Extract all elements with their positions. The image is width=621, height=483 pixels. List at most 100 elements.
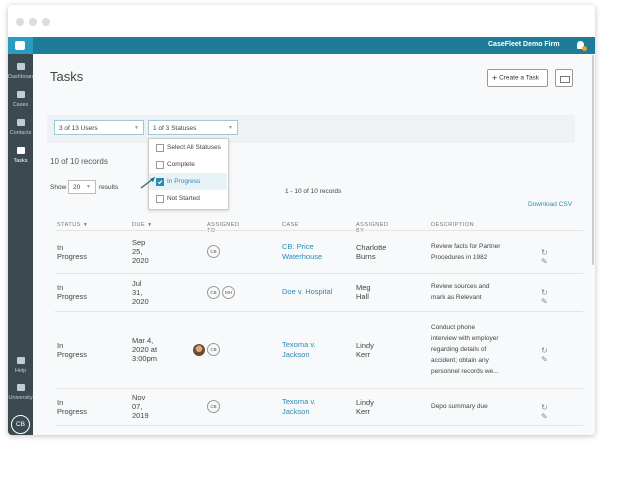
sort-caret[interactable]: ▼ [147, 222, 153, 228]
task-status: In Progress [57, 340, 88, 359]
create-task-label: Create a Task [499, 74, 540, 82]
print-icon [560, 76, 570, 83]
pointer-arrow [140, 177, 155, 189]
task-assigned-by: Lindy Kerr [356, 397, 374, 416]
firm-name[interactable]: CaseFleet Demo Firm [488, 41, 560, 48]
column-header: ASSIGNED BY [356, 222, 388, 234]
page-size: 20 [73, 184, 81, 191]
app-window: CaseFleet Demo Firm Dashboard Cases Contac… [8, 5, 595, 435]
repeat-icon[interactable]: ↻ [541, 247, 548, 257]
window-dot [42, 18, 50, 26]
assignees: CB [207, 400, 222, 413]
sidebar-label[interactable]: Help [14, 368, 27, 374]
edit-icon[interactable]: ✎ [541, 354, 548, 364]
scrollbar [592, 55, 594, 265]
statuses-filter[interactable]: 1 of 3 Statuses ▼ [148, 120, 238, 135]
sidebar-icon[interactable] [17, 357, 25, 364]
repeat-icon[interactable]: ↻ [541, 288, 548, 297]
status-option[interactable]: In Progress [149, 173, 227, 190]
row-actions[interactable]: ↻ ✎ [541, 248, 548, 266]
sidebar-label[interactable]: Dashboard [8, 74, 35, 80]
logo-mark [15, 41, 25, 50]
sidebar-label[interactable]: University [8, 395, 33, 401]
status-option[interactable]: Select All Statuses [149, 139, 227, 156]
edit-icon[interactable]: ✎ [541, 256, 548, 266]
task-due: Sep 25, 2020 [132, 238, 149, 265]
assignee-badge[interactable]: CB [207, 245, 220, 258]
assignee-badge[interactable]: CB [207, 400, 220, 413]
column-header-label: ASSIGNED TO [207, 222, 240, 234]
status-option-label: Complete [167, 161, 195, 168]
task-description: Depo summary due [431, 403, 488, 410]
edit-icon[interactable]: ✎ [541, 297, 548, 306]
sidebar: Dashboard Cases Contacts Tasks Help Universit… [8, 37, 35, 435]
row-divider [55, 388, 583, 389]
task-status: In Progress [57, 283, 88, 301]
checkbox[interactable] [156, 195, 164, 203]
sidebar-label[interactable]: Tasks [13, 158, 28, 164]
statuses-filter-label: 1 of 3 Statuses [153, 125, 197, 132]
assignee-badge[interactable]: CB [207, 343, 220, 356]
task-case[interactable]: Texoma v. Jackson [282, 339, 316, 359]
row-divider [55, 273, 583, 274]
status-option-label: Not Started [167, 195, 200, 202]
download-csv[interactable]: Download CSV [528, 201, 573, 208]
bell-icon[interactable] [577, 41, 584, 49]
sort-caret[interactable]: ▼ [82, 222, 89, 228]
task-case[interactable]: Doe v. Hospital [282, 287, 333, 296]
column-header-label: ASSIGNED BY [356, 222, 389, 234]
checkbox[interactable] [156, 144, 164, 152]
task-assigned-by: Meg Hall [356, 283, 371, 301]
sidebar-icon[interactable] [17, 384, 25, 391]
assignee-badge[interactable]: MH [222, 285, 235, 299]
edit-icon[interactable]: ✎ [541, 411, 548, 421]
column-header: ASSIGNED TO [207, 222, 239, 234]
column-header[interactable]: STATUS ▼ [57, 222, 88, 228]
show-label: Show [50, 184, 67, 191]
sidebar-icon[interactable] [17, 63, 25, 70]
task-case[interactable]: CB: Price Waterhouse [282, 241, 323, 261]
user-avatar[interactable]: CB [11, 415, 30, 434]
sidebar-label[interactable]: Cases [12, 102, 29, 108]
task-assigned-by: Lindy Kerr [356, 340, 374, 359]
assignee-badge[interactable]: CB [207, 285, 220, 299]
column-header-label: DESCRIPTION [431, 222, 475, 228]
assignees: CB MH [207, 285, 237, 299]
assignee-photo[interactable] [193, 343, 205, 356]
repeat-icon[interactable]: ↻ [541, 402, 548, 412]
checkbox[interactable] [156, 161, 164, 169]
assignees: CB [193, 343, 222, 356]
status-option[interactable]: Complete [149, 156, 227, 173]
task-due: Nov 07, 2019 [132, 393, 149, 420]
checkbox-checked[interactable] [156, 178, 164, 186]
sidebar-icon[interactable] [17, 91, 25, 98]
print-button[interactable] [555, 69, 573, 87]
notification-badge [582, 46, 587, 51]
task-status: In Progress [57, 242, 88, 261]
task-description: Review sources and mark as Relevant [431, 283, 490, 301]
column-header: CASE [282, 222, 299, 228]
repeat-icon[interactable]: ↻ [541, 345, 548, 355]
page-size-select[interactable]: 20 ▼ [68, 180, 96, 194]
column-header[interactable]: DUE ▼ [132, 222, 153, 228]
create-task-button[interactable]: + Create a Task [487, 69, 548, 87]
row-actions[interactable]: ↻ ✎ [541, 346, 548, 364]
row-actions[interactable]: ↻ ✎ [541, 403, 548, 421]
users-filter[interactable]: 3 of 13 Users ▼ [54, 120, 144, 135]
results-label: results [99, 184, 119, 191]
task-case[interactable]: Texoma v. Jackson [282, 396, 316, 416]
top-bar [8, 37, 595, 54]
sidebar-icon[interactable] [17, 147, 25, 154]
sidebar-label[interactable]: Contacts [9, 130, 32, 136]
page-title: Tasks [50, 69, 84, 84]
row-actions[interactable]: ↻ ✎ [541, 288, 548, 306]
records-count: 10 of 10 records [50, 157, 108, 166]
sidebar-icon[interactable] [17, 119, 25, 126]
task-assigned-by: Charlotte Burns [356, 242, 387, 261]
row-divider [55, 311, 583, 312]
column-header-label: CASE [282, 222, 299, 228]
column-header-label: DUE [132, 222, 146, 228]
status-option[interactable]: Not Started [149, 190, 227, 207]
task-description: Conduct phone interview with employer re… [431, 324, 499, 375]
